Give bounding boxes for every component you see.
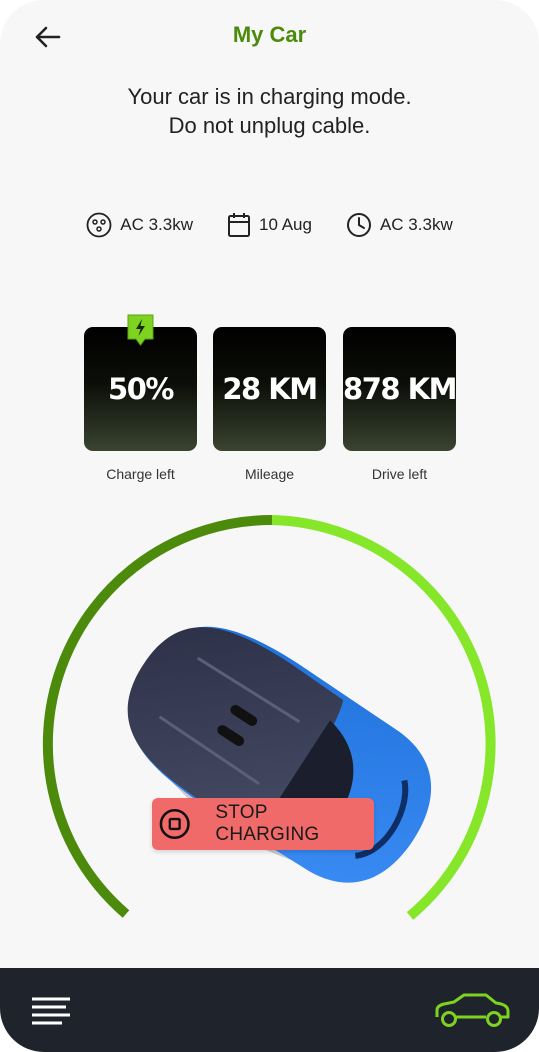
info-charger-text: AC 3.3kw <box>120 215 194 234</box>
mileage-value: 28 KM <box>222 372 318 406</box>
charge-left-label: Charge left <box>106 466 175 482</box>
stat-card-charge: 50% <box>84 327 197 451</box>
charging-bolt-icon <box>127 314 154 346</box>
charge-left-value: 50% <box>108 372 174 406</box>
status-line-1: Your car is in charging mode. <box>127 84 412 109</box>
car-icon[interactable] <box>432 990 512 1030</box>
stop-icon <box>159 808 190 840</box>
car-illustration <box>127 626 431 883</box>
clock-icon <box>346 213 371 237</box>
stat-card-mileage: 28 KM <box>213 327 326 451</box>
info-date: 10 Aug <box>227 210 312 240</box>
stop-charging-button[interactable]: STOP CHARGING <box>152 798 374 850</box>
drive-left-value: 878 KM <box>343 372 457 406</box>
stop-charging-label: STOP CHARGING <box>215 802 320 845</box>
info-date-text: 10 Aug <box>259 215 312 234</box>
charging-status-message: Your car is in charging mode. Do not unp… <box>0 82 539 140</box>
info-power: AC 3.3kw <box>346 210 453 240</box>
drive-left-label: Drive left <box>371 466 428 482</box>
charge-gauge <box>42 515 496 920</box>
charger-plug-icon <box>86 212 112 238</box>
calendar-icon <box>228 213 251 237</box>
charge-gauge-remaining-arc <box>271 515 496 920</box>
page-title: My Car <box>232 22 307 47</box>
menu-icon[interactable] <box>30 996 72 1028</box>
charge-gauge-filled-arc <box>42 515 273 918</box>
back-button[interactable] <box>30 22 64 52</box>
info-power-text: AC 3.3kw <box>379 215 453 234</box>
arrow-left-icon <box>35 26 61 48</box>
info-charger-type: AC 3.3kw <box>86 210 193 240</box>
bottom-nav-bar <box>0 968 539 1052</box>
mileage-label: Mileage <box>244 466 295 482</box>
stat-card-drive: 878 KM <box>343 327 457 451</box>
charging-info-row: AC 3.3kw 10 Aug AC 3.3kw <box>0 210 539 240</box>
status-line-2: Do not unplug cable. <box>168 113 371 138</box>
